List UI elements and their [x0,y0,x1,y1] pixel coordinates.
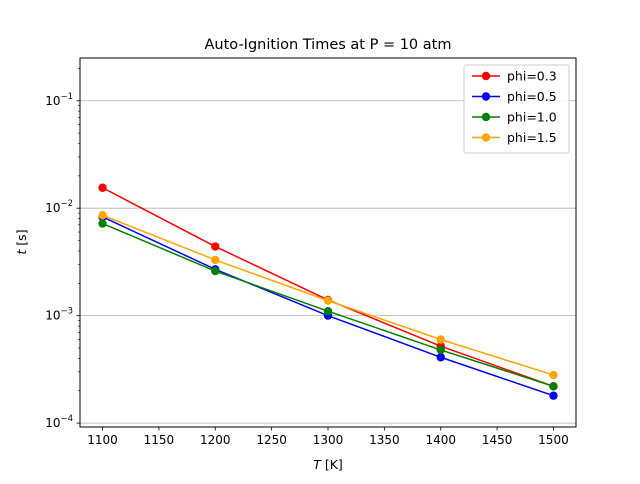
y-axis-label: t [s] [14,229,29,254]
data-point-phi=1.0-4 [549,382,558,391]
x-tick-label-1: 1150 [144,433,175,447]
y-tick-exponent: −3 [60,307,73,317]
legend-box [463,64,570,154]
legend-label-2: phi=1.0 [507,110,557,125]
data-point-phi=1.0-1 [211,266,220,276]
y-tick-label-1: 10−3 [45,307,73,323]
y-tick-label-2: 10−2 [45,199,73,215]
y-tick-exponent: −1 [60,92,73,102]
x-tick-label-3: 1250 [256,433,287,447]
data-point-phi=1.5-2 [323,296,333,305]
data-point-phi=1.0-3 [436,345,445,355]
y-axis-variable: t [14,249,29,255]
legend-label-1: phi=0.5 [507,89,557,104]
y-tick-base: 10 [45,416,60,430]
data-point-phi=0.3-0 [98,183,107,192]
axes-layer: 1100 1150 1200 1250 1300 1350 1400 1450 150010−4… [45,68,569,447]
x-tick-label-5: 1350 [369,433,400,447]
legend-swatch-marker-3 [481,133,491,142]
legend: phi=0.3 phi=0.5 phi=1.0 phi=1.5 [463,64,570,154]
data-point-phi=1.5-0 [98,211,107,220]
chart-title: Auto-Ignition Times at P = 10 atm [205,37,452,53]
x-tick-label-4: 1300 [313,433,344,447]
legend-swatch-marker-2 [481,112,491,122]
y-tick-label-0: 10−4 [45,414,73,430]
data-point-phi=0.3-1 [211,242,220,251]
data-point-phi=1.0-2 [323,307,333,316]
y-tick-base: 10 [45,309,60,323]
x-tick-label-0: 1100 [87,433,118,447]
data-point-phi=1.5-3 [436,335,445,344]
legend-label-0: phi=0.3 [507,69,557,84]
x-tick-label-6: 1400 [425,433,456,447]
legend-label-3: phi=1.5 [507,130,557,145]
data-point-phi=1.5-1 [211,255,220,265]
x-axis-variable: T [313,457,322,472]
x-tick-label-8: 1500 [538,433,569,447]
y-tick-exponent: −2 [60,199,73,209]
x-tick-label-2: 1200 [200,433,231,447]
y-tick-base: 10 [45,201,60,215]
data-point-phi=0.5-3 [436,353,445,362]
legend-swatch-marker-0 [481,71,491,81]
data-point-phi=1.0-0 [98,219,107,228]
y-tick-label-3: 10−1 [45,92,73,108]
y-tick-base: 10 [45,94,60,108]
data-point-phi=1.5-4 [549,370,558,380]
series-layer [98,183,558,400]
y-tick-exponent: −4 [60,414,73,424]
data-point-phi=0.5-4 [549,391,558,400]
x-axis-unit: [K] [321,457,343,472]
y-axis-unit: [s] [14,229,29,249]
x-tick-label-7: 1450 [482,433,513,447]
legend-swatch-marker-1 [481,92,491,101]
x-axis-label: T [K] [313,457,343,472]
